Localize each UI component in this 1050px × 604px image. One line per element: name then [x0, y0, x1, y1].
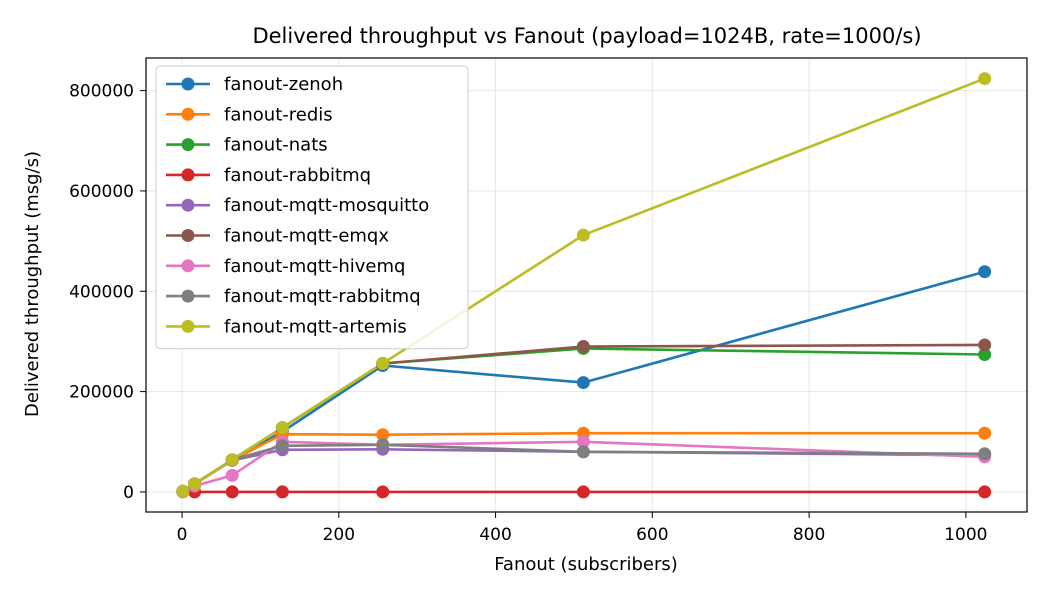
legend-label: fanout-mqtt-rabbitmq — [224, 286, 421, 307]
data-point-fanout-mqtt-artemis — [376, 357, 390, 371]
data-point-fanout-mqtt-artemis — [176, 484, 190, 498]
legend: fanout-zenoh fanout-redis fanout-nats fanou… — [155, 65, 469, 350]
legend-box — [155, 65, 469, 350]
legend-item-fanout-nats: fanout-nats — [166, 135, 328, 156]
y-tick-label: 200000 — [69, 383, 134, 403]
data-point-fanout-mqtt-artemis — [188, 477, 202, 491]
data-point-fanout-rabbitmq — [978, 485, 992, 499]
y-tick-label: 600000 — [69, 182, 134, 202]
x-axis-label: Fanout (subscribers) — [494, 554, 678, 575]
y-tick-label: 0 — [123, 483, 134, 503]
legend-item-fanout-zenoh: fanout-zenoh — [166, 74, 343, 95]
x-axis-ticks: 0 200 400 600 800 1000 — [177, 512, 987, 545]
data-point-fanout-mqtt-rabbitmq — [576, 445, 590, 459]
data-point-fanout-zenoh — [978, 265, 992, 279]
data-point-fanout-mqtt-hivemq — [576, 435, 590, 449]
data-point-fanout-mqtt-emqx — [978, 338, 992, 352]
legend-marker — [181, 259, 195, 273]
x-tick-label: 600 — [636, 525, 668, 545]
data-point-fanout-mqtt-rabbitmq — [978, 447, 992, 461]
data-point-fanout-redis — [376, 428, 390, 442]
legend-label: fanout-redis — [224, 104, 333, 125]
legend-marker — [181, 138, 195, 152]
legend-item-fanout-mqtt-rabbitmq: fanout-mqtt-rabbitmq — [166, 286, 421, 307]
legend-item-fanout-mqtt-artemis: fanout-mqtt-artemis — [166, 316, 407, 337]
x-tick-label: 400 — [479, 525, 511, 545]
data-point-fanout-mqtt-artemis — [225, 453, 239, 467]
x-tick-label: 1000 — [944, 525, 987, 545]
data-point-fanout-mqtt-hivemq — [225, 468, 239, 482]
legend-marker — [181, 198, 195, 212]
data-point-fanout-rabbitmq — [275, 485, 289, 499]
legend-label: fanout-mqtt-artemis — [224, 316, 407, 337]
series-line-fanout-nats — [181, 347, 987, 493]
legend-item-fanout-rabbitmq: fanout-rabbitmq — [166, 165, 371, 186]
data-point-fanout-nats — [978, 347, 992, 361]
legend-marker — [181, 289, 195, 303]
legend-label: fanout-mqtt-emqx — [224, 226, 389, 247]
x-tick-label: 800 — [793, 525, 825, 545]
y-axis-label: Delivered throughput (msg/s) — [22, 151, 43, 417]
y-axis-ticks: 0 200000 400000 600000 800000 — [69, 82, 146, 503]
x-tick-label: 0 — [177, 525, 188, 545]
legend-marker — [181, 77, 195, 91]
data-point-fanout-rabbitmq — [576, 485, 590, 499]
legend-marker — [181, 107, 195, 121]
data-point-fanout-mqtt-emqx — [576, 339, 590, 353]
data-point-fanout-mqtt-artemis — [275, 421, 289, 435]
data-point-fanout-rabbitmq — [225, 485, 239, 499]
data-point-fanout-rabbitmq — [376, 485, 390, 499]
legend-marker — [181, 319, 195, 333]
data-point-fanout-redis — [978, 426, 992, 440]
legend-label: fanout-mqtt-mosquitto — [224, 195, 429, 216]
data-point-fanout-mqtt-artemis — [576, 228, 590, 242]
chart-title: Delivered throughput vs Fanout (payload=… — [252, 24, 921, 48]
legend-label: fanout-mqtt-hivemq — [224, 256, 405, 277]
data-point-fanout-mqtt-rabbitmq — [376, 438, 390, 452]
legend-marker — [181, 168, 195, 182]
legend-label: fanout-nats — [224, 135, 328, 156]
y-tick-label: 400000 — [69, 282, 134, 302]
legend-label: fanout-rabbitmq — [224, 165, 371, 186]
legend-item-fanout-mqtt-hivemq: fanout-mqtt-hivemq — [166, 256, 405, 277]
x-tick-label: 200 — [323, 525, 355, 545]
legend-marker — [181, 229, 195, 242]
legend-item-fanout-mqtt-emqx: fanout-mqtt-emqx — [166, 226, 389, 247]
legend-label: fanout-zenoh — [224, 74, 343, 95]
data-point-fanout-mqtt-rabbitmq — [275, 439, 289, 453]
legend-item-fanout-redis: fanout-redis — [166, 104, 333, 125]
data-point-fanout-mqtt-artemis — [978, 72, 992, 86]
plot-frame — [145, 57, 1028, 513]
series-points — [176, 72, 992, 499]
legend-item-fanout-mqtt-mosquitto: fanout-mqtt-mosquitto — [166, 195, 429, 216]
y-tick-label: 800000 — [69, 82, 134, 102]
data-point-fanout-zenoh — [576, 376, 590, 390]
